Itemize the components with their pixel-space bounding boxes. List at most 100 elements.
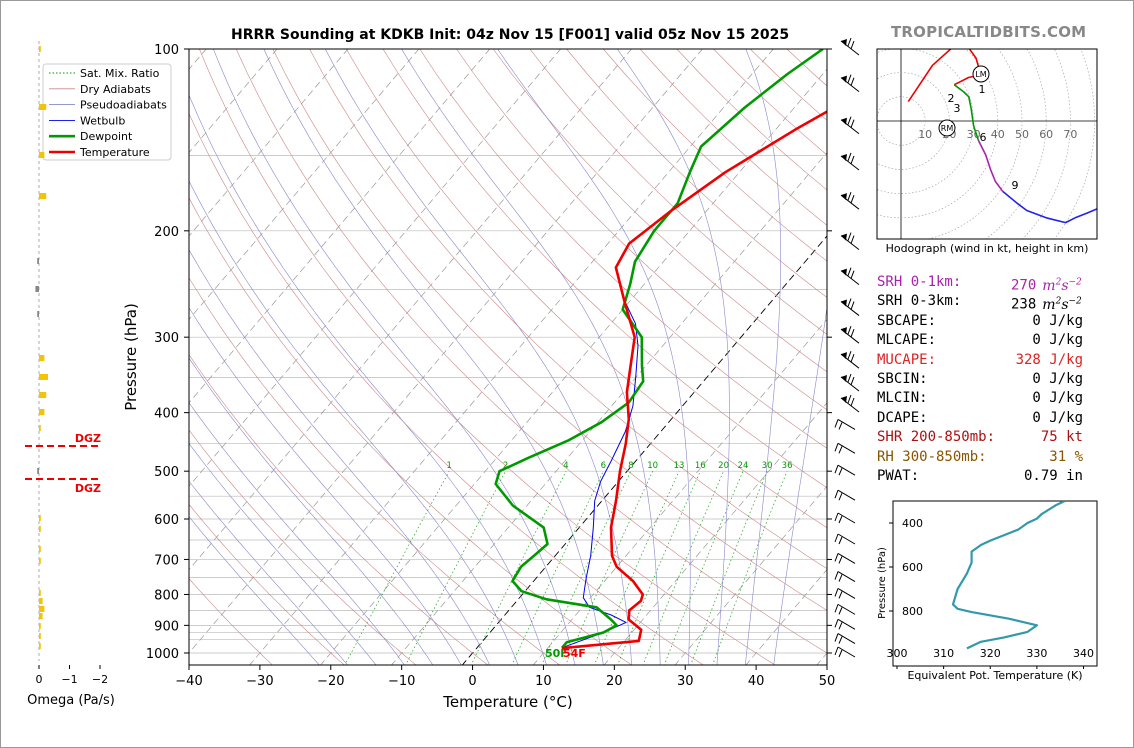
wind-barb	[834, 442, 856, 454]
param-value: 270 m2s−2	[1011, 273, 1117, 296]
brand-watermark: TROPICALTIDBITS.COM	[891, 23, 1087, 41]
omega-bar	[39, 46, 41, 52]
param-unit-part: 2	[1055, 277, 1062, 287]
mixing-ratio-label: 10	[647, 461, 658, 471]
dry-adiabat	[189, 277, 561, 665]
dry-adiabat	[189, 112, 704, 665]
hodograph-height-label: 3	[954, 102, 961, 115]
mixing-ratio-line	[593, 471, 680, 665]
wind-barb	[834, 646, 856, 658]
omega-bar	[37, 468, 39, 474]
pseudoadiabat	[263, 49, 604, 665]
theta-e-x-tick-label: 310	[933, 647, 954, 660]
isotherm	[320, 68, 827, 665]
skewt-grid: 1 2 4 6 8 10 13 16 20 24 30 36	[189, 49, 827, 665]
mixing-ratio-label: 24	[738, 461, 749, 471]
x-tick-label: −10	[388, 674, 415, 689]
dry-adiabat	[189, 197, 632, 665]
hodograph-ring	[1054, 49, 1095, 239]
dgz-label: DGZ	[75, 432, 101, 445]
hodograph-labels: 10203040506070LMRM12369Hodograph (wind i…	[886, 65, 1089, 255]
hodograph-segment	[953, 84, 980, 141]
wind-barb	[840, 116, 860, 135]
dry-adiabat	[382, 49, 827, 489]
theta-e-x-tick-label: 340	[1073, 647, 1094, 660]
param-row: SBCAPE: 0 J/kg	[877, 312, 1117, 331]
theta-e-x-tick-label: 330	[1026, 647, 1047, 660]
pseudoadiabat	[189, 357, 434, 665]
theta-e-clip	[951, 501, 1066, 650]
pseudoadiabat	[497, 49, 691, 665]
wind-barb	[840, 298, 860, 316]
isotherm	[461, 235, 827, 665]
omega-bar	[37, 311, 39, 317]
hodograph-segment	[907, 49, 982, 103]
storm-motion-label: LM	[975, 70, 986, 79]
isotherm	[189, 49, 349, 237]
wind-barb	[834, 489, 856, 501]
mixing-ratio-line	[541, 471, 632, 665]
mixing-ratio-line	[617, 471, 701, 665]
x-tick-label: 20	[606, 674, 623, 689]
x-tick-label: 30	[677, 674, 694, 689]
hodograph-ring-label: 40	[991, 128, 1005, 141]
mixing-ratio-line	[470, 471, 567, 665]
param-unit: m2s−2	[1042, 296, 1081, 314]
hodograph-caption: Hodograph (wind in kt, height in km)	[886, 242, 1089, 255]
wind-barb	[834, 533, 856, 545]
param-row: MLCIN: 0 J/kg	[877, 389, 1117, 408]
wind-barb	[840, 326, 860, 344]
param-label: PWAT:	[877, 467, 920, 484]
x-tick-label: −40	[175, 674, 202, 689]
skewt-frame	[188, 48, 828, 666]
pseudoadiabat	[213, 49, 576, 665]
y-tick-label: 700	[154, 553, 179, 568]
pseudoadiabat	[617, 49, 730, 665]
omega-bar	[39, 374, 48, 380]
param-label: SRH 0-3km:	[877, 293, 962, 310]
omega-bar	[39, 613, 43, 619]
omega-bar	[39, 558, 41, 564]
param-value: 328 J/kg	[1015, 351, 1083, 368]
wind-barb	[840, 351, 860, 369]
mixing-ratio-line	[405, 471, 506, 665]
legend-label: Wetbulb	[80, 114, 125, 127]
storm-motion-marker	[938, 119, 956, 137]
legend-label: Temperature	[79, 146, 150, 159]
hodograph-segment	[1002, 190, 1097, 224]
legend-label: Dry Adiabats	[80, 83, 151, 96]
y-axis-label: Pressure (hPa)	[122, 303, 140, 411]
omega-bar	[39, 606, 45, 612]
x-tick-label: 10	[535, 674, 552, 689]
param-unit-part: −2	[1068, 277, 1082, 287]
wind-barb	[840, 37, 860, 56]
hodograph-ring-label: 30	[967, 128, 981, 141]
param-unit-part: m	[1042, 297, 1056, 314]
isotherm	[249, 49, 774, 665]
surface-temperature-label: 54F	[563, 647, 586, 660]
param-row: SBCIN: 0 J/kg	[877, 370, 1117, 389]
x-axis-label: Temperature (°C)	[442, 693, 572, 711]
param-row: DCAPE: 0 J/kg	[877, 409, 1117, 428]
mixing-ratio-label: 36	[782, 461, 793, 471]
param-value: 0 J/kg	[1032, 409, 1083, 426]
param-label: SBCAPE:	[877, 312, 937, 329]
param-value: 238 m2s−2	[1011, 292, 1117, 315]
dry-adiabat	[419, 49, 827, 449]
wind-barb	[834, 553, 856, 564]
hodograph-segment	[977, 140, 1004, 192]
wind-barb	[840, 267, 860, 286]
hodograph-ring	[926, 49, 1023, 239]
omega-bar	[39, 623, 41, 629]
omega-bar	[39, 152, 45, 158]
pseudoadiabat	[773, 305, 827, 665]
sounding-parameters: SRH 0-1km: 270 m2s−2 SRH 0-3km: 238 m2s−2 SBCA…	[877, 273, 1117, 486]
isotherm	[391, 152, 827, 665]
omega-panel: DGZ DGZ 0 −1 −2 Omega (Pa/s)	[25, 41, 115, 708]
pseudoadiabat	[325, 49, 633, 665]
dry-adiabat	[189, 503, 345, 665]
pseudoadiabat	[745, 49, 782, 665]
